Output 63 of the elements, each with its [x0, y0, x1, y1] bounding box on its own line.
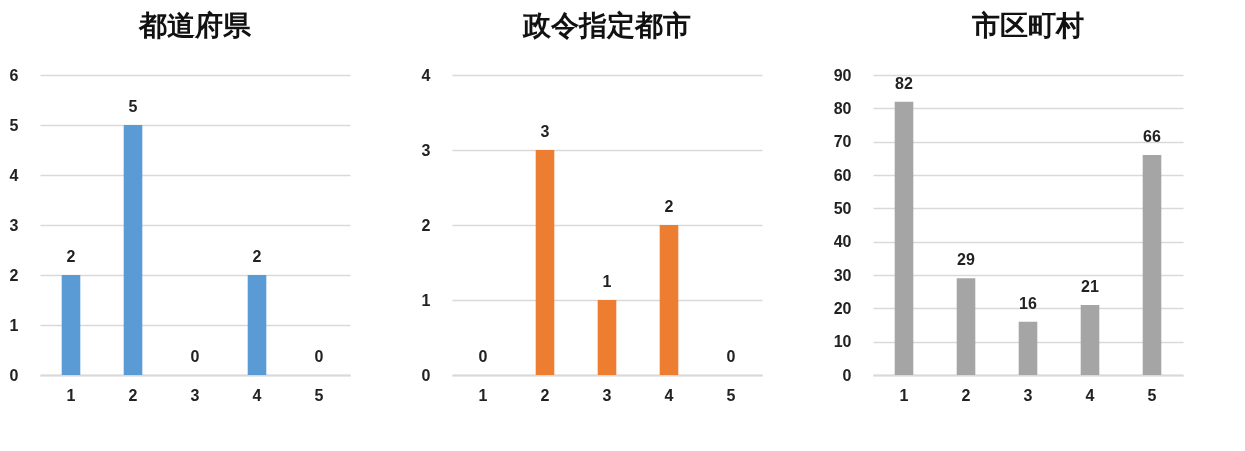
x-tick-label: 5 [726, 386, 736, 404]
y-tick-label: 4 [9, 166, 19, 184]
y-tick-label: 40 [833, 233, 852, 251]
x-tick-label: 3 [1023, 386, 1033, 404]
x-tick-label: 3 [602, 386, 612, 404]
x-tick-label: 2 [128, 386, 138, 404]
x-tick-label: 5 [314, 386, 324, 404]
y-tick-label: 4 [421, 66, 431, 84]
y-tick-label: 30 [833, 266, 852, 284]
data-label: 0 [190, 348, 200, 365]
y-tick-label: 80 [833, 99, 852, 117]
y-tick-label: 1 [421, 291, 431, 309]
data-label: 2 [66, 248, 76, 265]
bar [1018, 321, 1038, 375]
data-label: 29 [957, 251, 975, 269]
data-label: 2 [664, 198, 674, 215]
y-tick-label: 1 [9, 316, 19, 334]
y-tick-label: 2 [9, 266, 19, 284]
y-tick-label: 0 [842, 366, 852, 384]
y-tick-label: 0 [9, 366, 19, 384]
y-tick-label: 5 [9, 116, 19, 134]
data-label: 5 [128, 98, 138, 115]
data-label: 3 [540, 123, 550, 140]
bar [1142, 155, 1162, 375]
y-tick-label: 3 [9, 216, 19, 234]
x-tick-label: 4 [664, 386, 674, 404]
y-tick-label: 10 [833, 333, 852, 351]
y-tick-label: 2 [421, 216, 431, 234]
data-label: 1 [602, 273, 612, 290]
x-tick-label: 2 [961, 386, 971, 404]
data-label: 0 [478, 348, 488, 365]
x-tick-label: 5 [1147, 386, 1157, 404]
data-label: 16 [1019, 294, 1037, 312]
data-label: 0 [314, 348, 324, 365]
y-tick-label: 6 [9, 66, 19, 84]
x-tick-label: 1 [66, 386, 76, 404]
y-tick-label: 0 [421, 366, 431, 384]
y-tick-label: 20 [833, 299, 852, 317]
chart-title: 都道府県 [138, 10, 252, 41]
data-label: 0 [726, 348, 736, 365]
y-tick-label: 50 [833, 199, 852, 217]
x-tick-label: 4 [252, 386, 262, 404]
chart-title: 政令指定都市 [522, 10, 691, 41]
data-label: 82 [895, 74, 913, 92]
bar [1080, 305, 1100, 375]
bar [535, 150, 555, 375]
x-tick-label: 1 [478, 386, 488, 404]
y-tick-label: 90 [833, 66, 852, 84]
bar [597, 300, 617, 375]
bar [894, 101, 914, 375]
data-label: 21 [1081, 278, 1099, 295]
chart-title: 市区町村 [971, 10, 1084, 41]
x-tick-label: 4 [1085, 386, 1095, 404]
data-label: 66 [1143, 128, 1161, 145]
x-tick-label: 2 [540, 386, 550, 404]
y-tick-label: 3 [421, 141, 431, 159]
data-label: 2 [252, 248, 262, 265]
bar [659, 225, 679, 375]
y-tick-label: 70 [833, 133, 852, 151]
x-tick-label: 1 [899, 386, 909, 404]
x-tick-label: 3 [190, 386, 200, 404]
bar [956, 278, 976, 375]
y-tick-label: 60 [833, 166, 852, 184]
